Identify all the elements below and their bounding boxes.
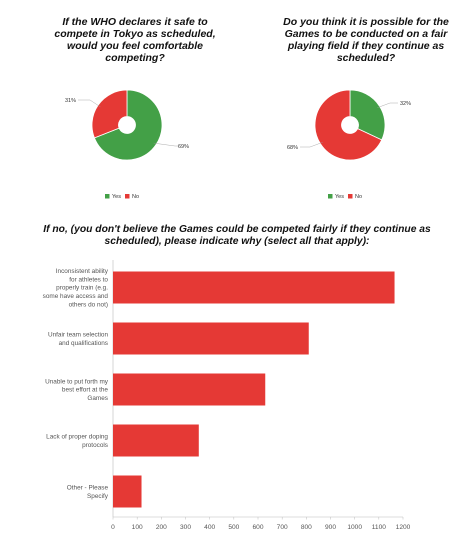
- bar-category-label-2: and qualifications: [59, 340, 108, 347]
- bar-category-label-5: Other - Please: [67, 485, 109, 492]
- pie2-title: Do you think it is possible for the Game…: [283, 16, 449, 64]
- pie2-legend-label-yes: Yes: [335, 194, 344, 200]
- bar-x-tick-label-1000: 1000: [347, 524, 362, 531]
- bar-category-label-1: for athletes to: [69, 276, 108, 283]
- pie2-data-label-yes: 32%: [400, 101, 411, 107]
- bar-3: [113, 373, 266, 406]
- pie2-leader-line: [300, 142, 323, 148]
- bar-5: [113, 475, 142, 508]
- bar-category-label-3: best effort at the: [62, 387, 109, 394]
- pie2-slice-yes: [349, 89, 386, 141]
- bar-category-label-4: protocols: [82, 442, 108, 449]
- bar-2: [113, 322, 309, 355]
- bar-category-label-5: Specify: [87, 493, 109, 500]
- bar-x-tick-label-600: 600: [252, 524, 263, 531]
- bar-category-label-1: Inconsistent ability: [56, 268, 109, 275]
- bar-4: [113, 424, 199, 457]
- pie1-slice-no: [91, 89, 128, 139]
- bar-x-tick-label-500: 500: [228, 524, 239, 531]
- pie1-data-label-no: 31%: [65, 98, 76, 104]
- bar-x-tick-label-900: 900: [325, 524, 336, 531]
- bar-category-label-4: Lack of proper doping: [46, 434, 108, 441]
- bar-x-tick-label-1100: 1100: [372, 524, 387, 531]
- bar-category-label-3: Unable to put forth my: [45, 378, 109, 385]
- pie1-leader-line: [78, 99, 101, 108]
- bar-1: [113, 271, 395, 304]
- pie2-leader-line: [377, 102, 398, 108]
- bar-category-label-2: Unfair team selection: [48, 332, 108, 339]
- bar-category-label-1: some have access and: [43, 293, 109, 300]
- bar-x-tick-label-800: 800: [301, 524, 312, 531]
- pie1-legend-swatch-yes: [105, 194, 110, 199]
- pie1-title: If the WHO declares it safe to compete i…: [54, 16, 216, 64]
- bar-x-tick-label-100: 100: [132, 524, 143, 531]
- bar-category-label-1: others do not): [69, 302, 108, 309]
- pie1-legend-swatch-no: [125, 194, 130, 199]
- pie1-leader-line: [153, 142, 178, 147]
- pie2-legend-swatch-no: [348, 194, 353, 199]
- bar-x-tick-label-400: 400: [204, 524, 215, 531]
- pie1-legend-label-no: No: [132, 194, 139, 200]
- bar-x-tick-label-300: 300: [180, 524, 191, 531]
- bar-category-label-1: properly train (e.g.: [56, 285, 108, 292]
- pie2-legend-swatch-yes: [328, 194, 333, 199]
- bar-chart-title: If no, (you don't believe the Games coul…: [43, 224, 431, 247]
- bar-x-tick-label-200: 200: [156, 524, 167, 531]
- bar-category-label-3: Games: [87, 395, 108, 402]
- pie2-legend-label-no: No: [355, 194, 362, 200]
- bar-x-tick-label-0: 0: [111, 524, 115, 531]
- pie1-legend-label-yes: Yes: [112, 194, 121, 200]
- bar-x-tick-label-1200: 1200: [396, 524, 411, 531]
- pie2-slice-no: [314, 89, 383, 161]
- pie2-data-label-no: 68%: [287, 145, 298, 151]
- pie1-data-label-yes: 69%: [178, 144, 189, 150]
- pie1-slice-yes: [93, 89, 163, 161]
- bar-x-tick-label-700: 700: [277, 524, 288, 531]
